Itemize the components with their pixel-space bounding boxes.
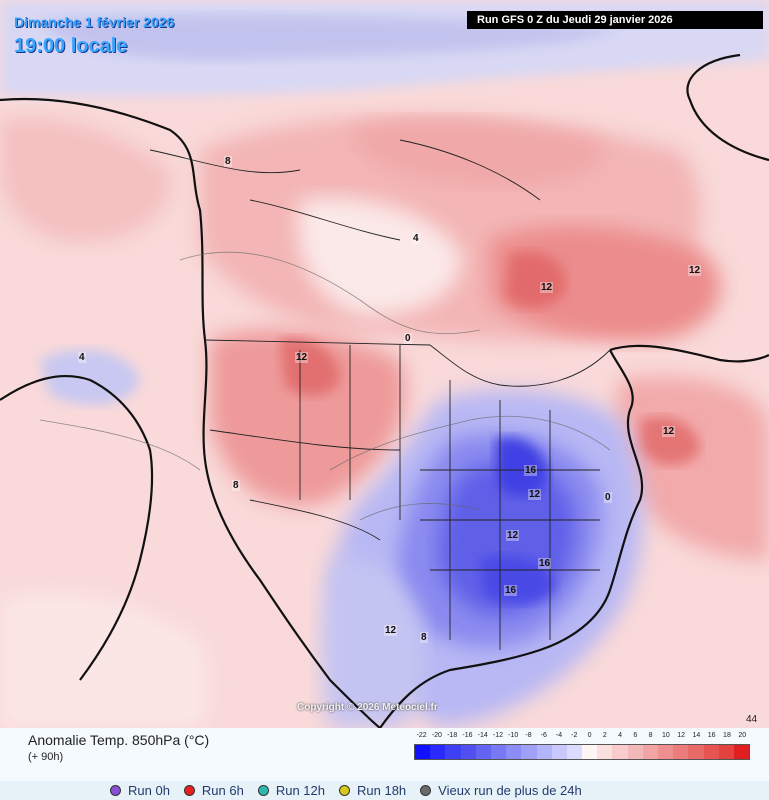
scale-label: 8 — [648, 732, 653, 739]
run-label: Run 6h — [201, 783, 244, 798]
scale-label: 16 — [707, 732, 716, 739]
scale-swatch — [627, 745, 643, 759]
scale-swatch — [445, 745, 461, 759]
contour-label: 8 — [232, 480, 240, 491]
borders — [149, 139, 611, 650]
scale-label: -16 — [462, 732, 473, 739]
contour-label: 16 — [538, 558, 552, 569]
run-dot-icon — [420, 785, 432, 796]
run-dot-icon — [339, 785, 350, 796]
scale-bar — [414, 744, 750, 760]
scale-label: 0 — [587, 732, 592, 739]
scale-label: 2 — [602, 732, 607, 739]
isotherms — [39, 251, 611, 521]
scale-swatch — [582, 745, 598, 759]
scale-label: -10 — [508, 732, 519, 739]
run-label: Vieux run de plus de 24h — [438, 783, 582, 798]
contour-label: 12 — [540, 282, 554, 293]
run-dot-icon — [110, 785, 121, 796]
run-selector: Run 0h Run 6h Run 12h Run 18h Vieux run de p… — [0, 781, 769, 800]
contour-label: 12 — [662, 426, 676, 437]
scale-swatch — [506, 745, 522, 759]
contour-label: 4 — [78, 352, 86, 363]
run-label: Run 12h — [275, 783, 325, 798]
pacific-cool-area — [40, 349, 140, 405]
west-us-warm-area — [210, 329, 406, 506]
run-label: Run 18h — [357, 783, 407, 798]
corner-number: 44 — [746, 714, 758, 725]
run-option[interactable]: Run 12h — [257, 783, 325, 798]
run-dot-icon — [257, 785, 269, 796]
scale-swatch — [475, 745, 491, 759]
scale-swatch — [733, 745, 750, 759]
scale-swatch — [612, 745, 628, 759]
run-label: Run 0h — [128, 783, 170, 798]
scale-swatch — [566, 745, 583, 759]
scale-swatch — [658, 745, 674, 759]
scale-labels: -22 -20 -18 -16 -14 -12 -10 -8 -6 -4 -2 0 2 4 6 8 10 12 14… — [414, 732, 750, 744]
run-banner: Run GFS 0 Z du Jeudi 29 janvier 2026 — [467, 11, 763, 29]
legend-panel: Anomalie Temp. 850hPa (°C) (+ 90h) -22 -2… — [0, 728, 769, 800]
scale-swatch — [597, 745, 613, 759]
contour-label: 8 — [224, 156, 232, 167]
contour-label: 8 — [420, 632, 428, 643]
scale-swatch — [521, 745, 537, 759]
scale-label: 4 — [618, 732, 623, 739]
scale-label: 12 — [677, 732, 686, 739]
scale-label: -2 — [571, 732, 578, 739]
scale-swatch — [718, 745, 734, 759]
scale-label: -22 — [416, 732, 427, 739]
contour-label: 0 — [404, 333, 412, 344]
coastlines — [0, 53, 769, 728]
scale-swatch — [430, 745, 446, 759]
scale-label: 20 — [738, 732, 747, 739]
scale-swatch — [415, 745, 431, 759]
scale-swatch — [536, 745, 552, 759]
scale-swatch — [688, 745, 704, 759]
scale-swatch — [703, 745, 719, 759]
scale-label: -6 — [540, 732, 547, 739]
contour-label: 16 — [504, 585, 518, 596]
contour-label: 12 — [295, 352, 309, 363]
scale-label: -8 — [525, 732, 532, 739]
legend-subtitle: (+ 90h) — [28, 751, 64, 763]
run-option[interactable]: Run 0h — [110, 783, 170, 798]
scale-label: 14 — [692, 732, 701, 739]
run-dot-icon — [183, 785, 195, 796]
scale-swatch — [673, 745, 689, 759]
contour-label: 0 — [604, 492, 612, 503]
forecast-time: 19:00 locale — [14, 35, 128, 57]
run-option[interactable]: Run 6h — [183, 783, 244, 798]
scale-label: 18 — [723, 732, 731, 739]
contour-label: 12 — [506, 530, 520, 541]
scale-swatch — [551, 745, 567, 759]
color-scale: -22 -20 -18 -16 -14 -12 -10 -8 -6 -4 -2 0 2 4 6 8 10 12 14… — [414, 732, 750, 760]
copyright: Copyright © 2026 Meteociel.fr — [297, 702, 438, 713]
contour-label: 16 — [524, 465, 538, 476]
contour-label: 12 — [688, 265, 702, 276]
run-option[interactable]: Run 18h — [339, 783, 406, 798]
legend-title: Anomalie Temp. 850hPa (°C) — [28, 732, 210, 748]
scale-swatch — [642, 745, 658, 759]
scale-label: -12 — [492, 732, 504, 739]
contour-label: 12 — [384, 625, 398, 636]
anomaly-map: 12 12 12 12 16 16 16 12 12 12 8 8 8 4 4 0 0 Dimanche 1 f… — [0, 0, 769, 728]
contour-label: 12 — [528, 489, 542, 500]
run-option[interactable]: Vieux run de plus de 24h — [420, 783, 582, 798]
scale-label: -18 — [447, 732, 458, 739]
map-canvas — [0, 0, 769, 728]
scale-label: -20 — [431, 732, 442, 739]
scale-swatch — [490, 745, 507, 759]
forecast-date: Dimanche 1 février 2026 — [14, 14, 175, 30]
scale-label: 6 — [633, 732, 638, 739]
contour-label: 4 — [412, 233, 420, 244]
scale-label: -14 — [477, 732, 488, 739]
scale-swatch — [460, 745, 476, 759]
scale-label: 10 — [661, 732, 670, 739]
scale-label: -4 — [555, 732, 563, 739]
